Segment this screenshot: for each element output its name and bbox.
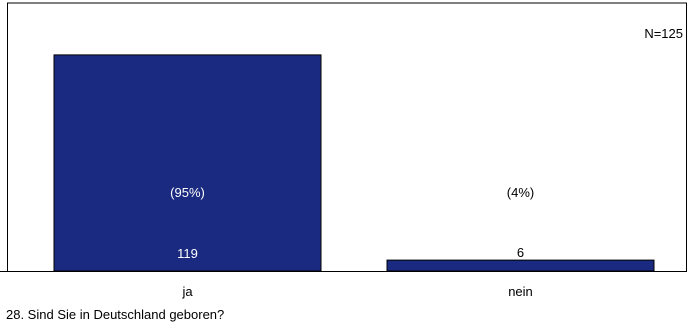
sample-size-label: N=125 bbox=[644, 26, 683, 41]
category-label-ja: ja bbox=[181, 284, 193, 299]
chart-title: 28. Sind Sie in Deutschland geboren? bbox=[6, 307, 224, 322]
value-label-ja: 119 bbox=[177, 246, 198, 261]
percent-label-ja: (95%) bbox=[170, 185, 205, 200]
bar-ja bbox=[53, 54, 322, 272]
bar-nein bbox=[386, 259, 655, 272]
percent-label-nein: (4%) bbox=[507, 185, 534, 200]
bars-group: (95%) 119 ja (4%) 6 nein bbox=[53, 54, 655, 299]
category-label-nein: nein bbox=[508, 284, 533, 299]
value-label-nein: 6 bbox=[517, 245, 524, 260]
